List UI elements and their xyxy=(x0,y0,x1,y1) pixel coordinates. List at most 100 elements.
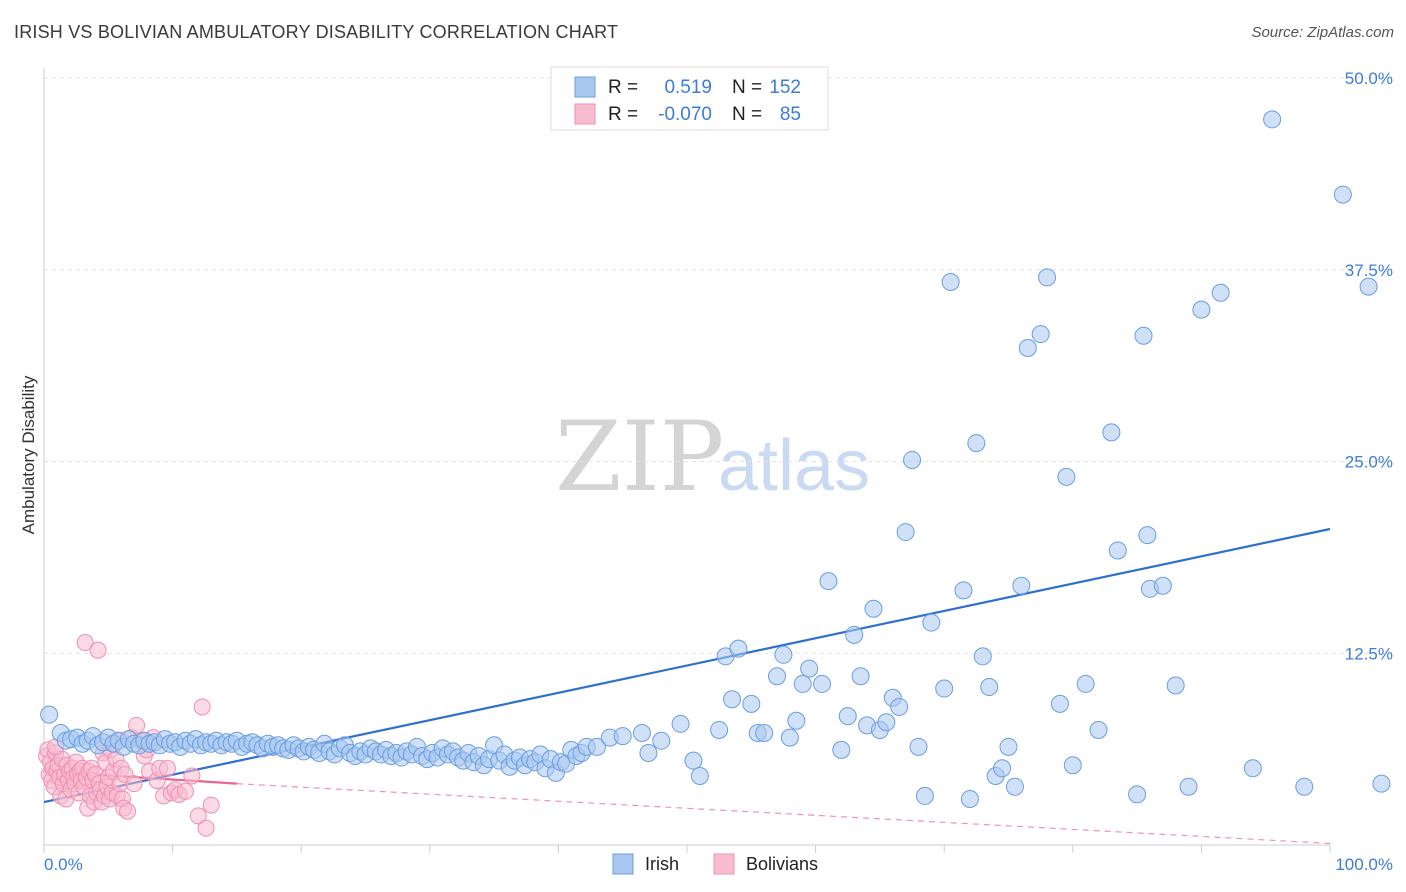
irish-point xyxy=(915,786,934,805)
irish-point xyxy=(632,724,651,743)
irish-point xyxy=(993,759,1012,778)
irish-point xyxy=(960,789,979,808)
bolivian-point xyxy=(119,802,137,820)
irish-point xyxy=(742,694,761,713)
bottom-legend-swatch-bolivians xyxy=(713,853,735,875)
y-tick-label: 25.0% xyxy=(1345,453,1393,472)
irish-point xyxy=(909,737,928,756)
irish-point xyxy=(903,450,922,469)
irish-point xyxy=(890,697,909,716)
y-axis-label: Ambulatory Disability xyxy=(19,375,38,534)
bolivian-point xyxy=(125,775,143,793)
irish-point xyxy=(690,766,709,785)
legend-box xyxy=(550,66,829,131)
irish-point xyxy=(954,581,973,600)
bottom-legend-swatch-irish xyxy=(612,853,634,875)
series-legend: Irish Bolivians xyxy=(612,853,818,875)
bolivian-point xyxy=(202,796,220,814)
irish-point xyxy=(1295,777,1314,796)
irish-point xyxy=(613,727,632,746)
bottom-legend-irish: Irish xyxy=(645,854,679,874)
irish-point xyxy=(1057,467,1076,486)
irish-point xyxy=(813,674,832,693)
irish-point xyxy=(1038,268,1057,287)
irish-point xyxy=(851,667,870,686)
irish-point xyxy=(1134,326,1153,345)
irish-point xyxy=(1153,576,1172,595)
irish-point xyxy=(973,647,992,666)
irish-point xyxy=(941,273,960,292)
irish-point xyxy=(896,523,915,542)
legend-irish-n-value: 152 xyxy=(769,77,801,98)
bolivian-point xyxy=(176,782,194,800)
irish-point xyxy=(1089,720,1108,739)
irish-point xyxy=(639,743,658,762)
irish-point xyxy=(1128,785,1147,804)
irish-point xyxy=(684,751,703,770)
y-tick-label: 12.5% xyxy=(1345,644,1393,663)
irish-point xyxy=(723,690,742,709)
irish-point xyxy=(729,639,748,658)
irish-point xyxy=(980,677,999,696)
irish-point xyxy=(1263,110,1282,129)
bolivian-point xyxy=(76,634,94,652)
legend-bolivians-n-value: 85 xyxy=(780,104,801,125)
x-tick-label-min: 0.0% xyxy=(44,855,83,874)
irish-point xyxy=(1243,759,1262,778)
legend-bolivians-n-label: N = xyxy=(732,104,762,125)
irish-point xyxy=(1138,526,1157,545)
irish-point xyxy=(793,674,812,693)
irish-point xyxy=(832,740,851,759)
irish-point xyxy=(1031,325,1050,344)
irish-point xyxy=(1050,694,1069,713)
irish-point xyxy=(1372,774,1391,793)
irish-point xyxy=(838,707,857,726)
irish-point xyxy=(800,659,819,678)
legend-irish-r-label: R = xyxy=(608,77,638,98)
irish-point xyxy=(1108,541,1127,560)
bolivian-point xyxy=(158,759,176,777)
irish-trend-line xyxy=(43,527,1331,804)
legend-swatch-irish xyxy=(574,76,596,98)
legend-irish-r-value: 0.519 xyxy=(664,77,712,98)
irish-point xyxy=(1018,338,1037,357)
legend-bolivians-r-label: R = xyxy=(608,104,638,125)
irish-point xyxy=(40,705,59,724)
irish-point xyxy=(935,679,954,698)
irish-point xyxy=(787,711,806,730)
chart-title: IRISH VS BOLIVIAN AMBULATORY DISABILITY … xyxy=(14,22,619,42)
bolivian-point xyxy=(197,819,215,837)
x-tick-label-max: 100.0% xyxy=(1335,855,1393,874)
irish-point xyxy=(1333,185,1352,204)
irish-point xyxy=(1063,756,1082,775)
irish-point xyxy=(652,731,671,750)
bottom-legend-bolivians: Bolivians xyxy=(746,854,818,874)
irish-point xyxy=(1211,283,1230,302)
watermark-atlas: atlas xyxy=(718,426,870,506)
irish-point xyxy=(774,645,793,664)
irish-point xyxy=(1005,777,1024,796)
irish-point xyxy=(845,625,864,644)
irish-point xyxy=(877,713,896,732)
irish-point xyxy=(780,728,799,747)
irish-point xyxy=(710,720,729,739)
irish-point xyxy=(1012,576,1031,595)
irish-points xyxy=(40,110,1391,808)
bolivian-trend-extension xyxy=(236,783,1331,845)
irish-point xyxy=(1192,300,1211,319)
legend-irish-n-label: N = xyxy=(732,77,762,98)
irish-point xyxy=(1166,676,1185,695)
bolivian-point xyxy=(89,641,107,659)
bolivian-point xyxy=(193,698,211,716)
legend-swatch-bolivians xyxy=(574,103,596,125)
irish-point xyxy=(864,599,883,618)
y-tick-label: 37.5% xyxy=(1345,261,1393,280)
irish-point xyxy=(587,737,606,756)
bolivian-point xyxy=(189,807,207,825)
irish-point xyxy=(768,667,787,686)
correlation-legend: R = 0.519 N = 152 R = -0.070 N = 85 xyxy=(550,66,829,131)
irish-point xyxy=(1102,423,1121,442)
bolivian-point xyxy=(183,767,201,785)
irish-point xyxy=(967,434,986,453)
